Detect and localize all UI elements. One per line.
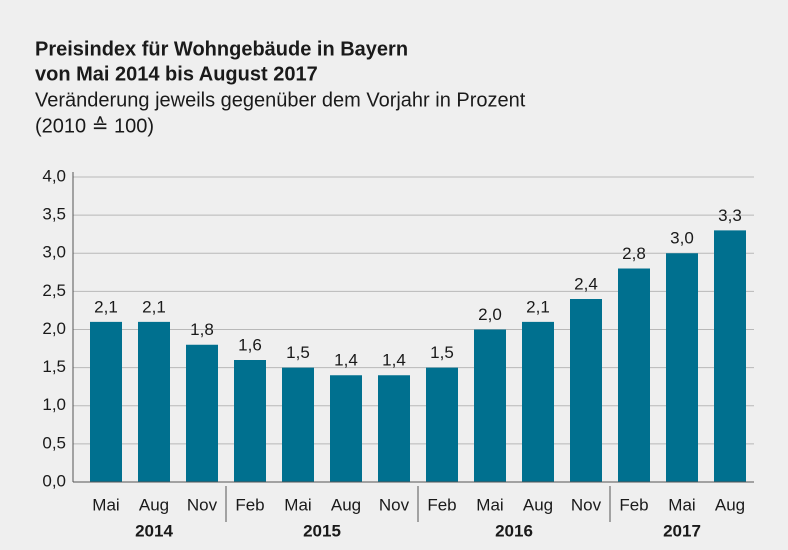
group-label: 2017 [663,521,701,540]
bar [570,299,602,482]
bar [330,375,362,482]
x-tick-label: Feb [235,495,264,514]
data-label: 1,4 [382,351,406,370]
data-label: 1,8 [190,320,214,339]
x-tick-label: Aug [523,495,553,514]
data-label: 2,0 [478,305,502,324]
x-tick-label: Nov [187,495,218,514]
data-label: 3,3 [718,206,742,225]
chart-title: von Mai 2014 bis August 2017 [35,63,318,85]
y-tick-label: 2,5 [42,281,66,300]
bar [618,268,650,482]
data-label: 1,5 [430,343,454,362]
group-label: 2015 [303,521,341,540]
bar [234,360,266,482]
group-label: 2014 [135,521,173,540]
data-label: 1,5 [286,343,310,362]
bar [378,375,410,482]
data-label: 2,1 [142,297,166,316]
data-label: 2,4 [574,274,598,293]
x-tick-label: Aug [139,495,169,514]
data-label: 2,1 [94,297,118,316]
chart-subtitle: Veränderung jeweils gegenüber dem Vorjah… [35,89,526,111]
data-label: 2,1 [526,297,550,316]
bar [426,367,458,482]
y-tick-label: 2,0 [42,319,66,338]
y-tick-label: 0,5 [42,433,66,452]
bar [666,253,698,482]
y-tick-label: 0,0 [42,471,66,490]
data-label: 3,0 [670,229,694,248]
x-tick-label: Mai [92,495,119,514]
y-tick-label: 1,5 [42,357,66,376]
x-tick-label: Mai [284,495,311,514]
x-tick-label: Feb [427,495,456,514]
chart-subtitle: (2010 ≙ 100) [35,115,154,137]
y-tick-label: 3,5 [42,205,66,224]
x-tick-label: Aug [331,495,361,514]
y-tick-label: 1,0 [42,395,66,414]
x-tick-label: Nov [379,495,410,514]
data-label: 1,4 [334,351,358,370]
x-tick-label: Aug [715,495,745,514]
x-tick-label: Mai [668,495,695,514]
data-label: 2,8 [622,244,646,263]
x-tick-label: Nov [571,495,602,514]
bar [90,321,122,482]
bar [186,344,218,482]
bar [474,329,506,482]
bar [282,367,314,482]
bar [138,321,170,482]
x-tick-label: Mai [476,495,503,514]
bar [522,321,554,482]
data-label: 1,6 [238,335,262,354]
bar [714,230,746,482]
x-tick-label: Feb [619,495,648,514]
chart-title: Preisindex für Wohngebäude in Bayern [35,38,408,60]
y-tick-label: 3,0 [42,243,66,262]
group-label: 2016 [495,521,533,540]
y-tick-label: 4,0 [42,166,66,185]
